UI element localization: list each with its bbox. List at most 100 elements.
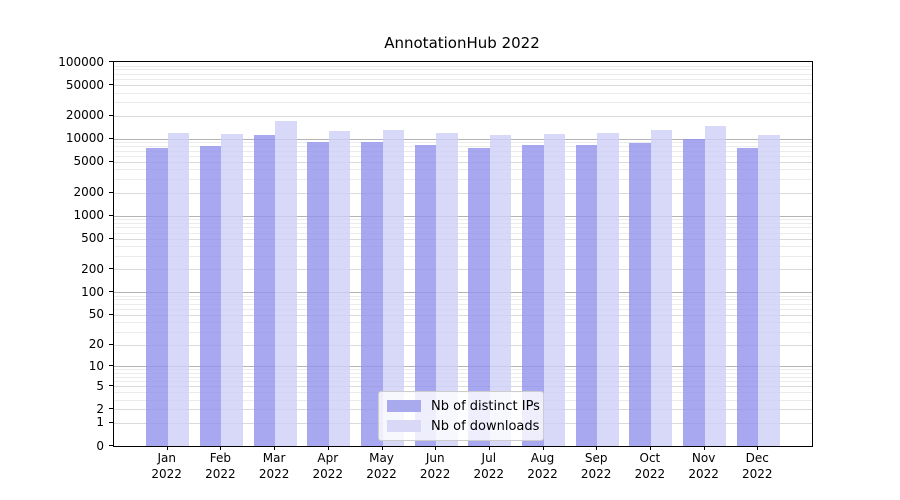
bar-distinct-ips-oct <box>629 142 651 446</box>
legend: Nb of distinct IPs Nb of downloads <box>378 391 544 441</box>
gridline-7000 <box>114 150 812 152</box>
y-tick-500 <box>109 237 113 239</box>
gridline-4000 <box>114 169 812 171</box>
bar-downloads-mar <box>275 121 297 446</box>
gridline-8 <box>114 372 812 374</box>
bar-downloads-nov <box>704 125 727 446</box>
gridline-9 <box>114 369 812 371</box>
legend-item-distinct-ips: Nb of distinct IPs <box>387 398 540 414</box>
y-tick-label-50000: 50000 <box>65 77 104 92</box>
bar-downloads-jan <box>167 133 190 446</box>
y-tick-label-2: 2 <box>96 401 104 416</box>
y-tick-label-5000: 5000 <box>73 154 104 169</box>
y-tick-20 <box>109 343 113 345</box>
y-tick-label-1: 1 <box>96 415 104 430</box>
x-tick-nov <box>703 446 705 450</box>
y-tick-label-500: 500 <box>81 231 104 246</box>
gridline-40 <box>114 322 812 324</box>
gridline-10000 <box>114 138 812 140</box>
x-tick-sep <box>596 446 598 450</box>
y-tick-label-2000: 2000 <box>73 185 104 199</box>
bar-downloads-jun <box>436 133 458 446</box>
y-tick-2 <box>109 408 113 410</box>
gridline-6000 <box>114 155 812 157</box>
gridline-900 <box>114 219 812 221</box>
y-tick-50 <box>109 313 113 315</box>
y-tick-label-5: 5 <box>96 378 104 393</box>
gridline-90 <box>114 295 812 297</box>
x-tick-jun <box>435 446 437 450</box>
legend-label-downloads: Nb of downloads <box>431 418 540 434</box>
bar-downloads-jul <box>489 135 512 446</box>
y-tick-100 <box>109 291 113 293</box>
x-tick-label-feb: Feb 2022 <box>205 451 236 481</box>
y-tick-100000 <box>109 61 113 62</box>
gridline-40000 <box>114 92 812 94</box>
y-tick-0 <box>109 445 113 446</box>
x-tick-mar <box>274 446 276 450</box>
x-tick-aug <box>542 446 544 450</box>
gridline-70 <box>114 303 812 305</box>
bar-distinct-ips-nov <box>683 139 705 446</box>
gridline-80 <box>114 299 812 301</box>
y-tick-2000 <box>109 191 113 193</box>
gridline-5 <box>114 386 812 388</box>
x-tick-label-jul: Jul 2022 <box>473 451 505 481</box>
x-tick-feb <box>220 446 222 450</box>
x-tick-apr <box>327 446 329 450</box>
x-tick-label-oct: Oct 2022 <box>634 451 666 481</box>
y-tick-label-200: 200 <box>81 261 104 276</box>
y-tick-10 <box>109 365 113 366</box>
gridline-60000 <box>114 79 812 80</box>
y-tick-1 <box>109 421 113 423</box>
y-tick-label-10: 10 <box>88 358 104 373</box>
bar-downloads-aug <box>543 133 565 446</box>
x-tick-dec <box>757 446 759 450</box>
bar-distinct-ips-apr <box>307 142 329 446</box>
x-tick-label-sep: Sep 2022 <box>580 451 612 481</box>
x-tick-may <box>381 446 383 450</box>
y-tick-20000 <box>109 114 113 116</box>
legend-swatch-distinct-ips <box>387 400 421 412</box>
plot-area <box>113 61 813 447</box>
bar-downloads-feb <box>221 134 243 446</box>
x-tick-label-apr: Apr 2022 <box>312 451 344 481</box>
y-tick-label-0: 0 <box>96 438 104 453</box>
gridline-7 <box>114 376 812 378</box>
x-tick-label-nov: Nov 2022 <box>688 451 719 481</box>
bar-distinct-ips-dec <box>736 147 759 446</box>
x-tick-oct <box>649 446 651 450</box>
y-tick-5 <box>109 385 113 387</box>
bar-downloads-oct <box>650 130 673 446</box>
y-tick-label-50: 50 <box>88 307 104 322</box>
gridline-700 <box>114 227 812 229</box>
y-tick-label-20000: 20000 <box>65 108 104 123</box>
gridline-50 <box>114 314 812 316</box>
gridline-1000 <box>114 215 812 217</box>
bar-distinct-ips-jan <box>146 147 168 446</box>
x-tick-label-aug: Aug 2022 <box>527 451 558 481</box>
x-tick-jul <box>488 446 490 450</box>
gridline-400 <box>114 246 812 248</box>
gridline-100 <box>114 292 812 294</box>
bar-distinct-ips-mar <box>253 135 276 446</box>
gridline-10 <box>114 366 812 367</box>
gridline-80000 <box>114 69 812 71</box>
y-tick-label-10000: 10000 <box>65 131 104 146</box>
bar-distinct-ips-jun <box>414 145 437 446</box>
y-tick-50000 <box>109 84 113 86</box>
y-tick-label-100000: 100000 <box>58 54 104 69</box>
y-tick-10000 <box>109 137 113 139</box>
x-tick-label-may: May 2022 <box>366 451 397 481</box>
bar-distinct-ips-may <box>361 142 383 446</box>
y-tick-1000 <box>109 214 113 216</box>
legend-swatch-downloads <box>387 420 421 432</box>
gridline-9000 <box>114 142 812 144</box>
gridline-3000 <box>114 178 812 180</box>
y-tick-label-1000: 1000 <box>73 208 104 223</box>
gridline-60 <box>114 308 812 310</box>
y-tick-label-100: 100 <box>81 284 104 299</box>
gridline-200 <box>114 269 812 271</box>
y-tick-5000 <box>109 160 113 162</box>
